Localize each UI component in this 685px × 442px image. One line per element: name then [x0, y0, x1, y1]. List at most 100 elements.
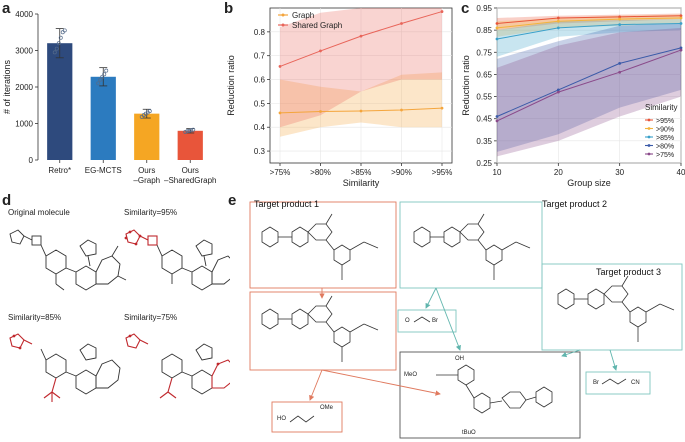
chart-b-line: 0.3 0.4 0.5 0.6 0.7 0.8 >75% >80% >85% >90% >95% Si… — [226, 7, 453, 188]
ytick-label: 0.95 — [476, 4, 492, 13]
ytick-label: 0.5 — [254, 99, 266, 108]
series-point — [556, 16, 560, 20]
chart-a-bar: 0 1000 2000 3000 4000 # of iterations Retro* EG… — [2, 10, 216, 185]
a-ytick-label: 2000 — [15, 83, 33, 92]
caption-sim75: Similarity=75% — [124, 313, 178, 322]
big-oh: OH — [455, 356, 464, 362]
c-legend-dot — [647, 118, 651, 122]
a-point — [104, 68, 109, 73]
a-point — [100, 74, 105, 79]
series-line — [496, 49, 682, 122]
xtick-label: 30 — [615, 168, 624, 177]
a-point — [62, 28, 67, 33]
box-reagent-left — [271, 401, 343, 433]
xtick-label: 10 — [493, 168, 502, 177]
panel-e-diagram — [249, 201, 683, 439]
c-legend-title: Similarity — [645, 103, 677, 112]
a-ytick-label: 1000 — [15, 120, 33, 129]
series-point — [400, 22, 403, 25]
series-point — [495, 37, 499, 41]
series-point — [495, 119, 499, 123]
box-intermediate-1 — [249, 291, 397, 371]
xlabel: Similarity — [343, 178, 380, 188]
series-point — [440, 106, 444, 110]
a-xtick-label: –Graph — [133, 176, 160, 185]
box-target-3 — [541, 263, 683, 351]
series-point — [278, 65, 282, 68]
ytick-label: 0.35 — [476, 137, 492, 146]
c-legend-dot — [647, 135, 651, 139]
b-legend-label: Shared Graph — [292, 21, 342, 30]
series-point — [319, 49, 322, 53]
panel-label-e: e — [228, 192, 237, 209]
c-legend-label: >90% — [656, 127, 674, 134]
a-xtick-label: Ours — [138, 166, 155, 175]
molecule-sim85 — [9, 333, 121, 403]
band->80% — [497, 23, 681, 152]
a-point — [98, 77, 103, 82]
xtick-label: >95% — [432, 168, 453, 177]
a-ytick-label: 4000 — [15, 10, 33, 19]
series-line — [496, 47, 682, 117]
band->95% — [497, 13, 681, 31]
box-reagent-right — [585, 371, 651, 395]
a-ytick-label: 0 — [29, 156, 34, 165]
series-point — [679, 22, 683, 25]
box-target-2 — [399, 201, 543, 289]
band->85% — [497, 19, 681, 57]
ytick-label: 0.7 — [254, 52, 266, 61]
a-point — [147, 109, 152, 114]
a-xtick-label: EG-MCTS — [85, 166, 122, 175]
xtick-label: >80% — [310, 168, 331, 177]
ytick-label: 0.3 — [254, 147, 266, 156]
a-point — [189, 128, 194, 133]
molecule-sim75 — [125, 333, 230, 399]
ytick-label: 0.55 — [476, 93, 492, 102]
xtick-label: >85% — [351, 168, 372, 177]
xtick-label: >75% — [270, 168, 291, 177]
a-point — [52, 50, 57, 55]
reagent-mid-o: O — [405, 318, 410, 324]
ytick-label: 0.75 — [476, 48, 492, 57]
ytick-label: 0.8 — [254, 28, 266, 37]
a-xtick-label: Ours — [182, 166, 199, 175]
series-line — [496, 17, 682, 29]
reagent-left-ome: OMe — [320, 405, 334, 411]
a-bar — [90, 76, 116, 160]
c-legend-dot — [647, 144, 651, 147]
target-product-1-title: Target product 1 — [254, 199, 320, 209]
series-point — [556, 26, 560, 30]
b-legend-dot — [281, 13, 285, 17]
a-point — [191, 127, 196, 132]
ytick-label: 0.45 — [476, 115, 492, 124]
series-point — [618, 23, 622, 27]
a-bar — [134, 113, 160, 160]
series-point — [359, 34, 363, 38]
a-point — [56, 41, 61, 46]
box-target-1 — [249, 201, 397, 289]
reagent-mid-br: Br — [432, 318, 438, 324]
series-point — [618, 15, 622, 19]
series-point — [679, 48, 683, 52]
series-point — [679, 46, 683, 50]
series-point — [556, 88, 560, 92]
series-point — [556, 90, 560, 94]
series-line — [496, 15, 682, 24]
series-point — [495, 22, 499, 25]
series-point — [440, 10, 444, 13]
chart-c-line: 0.25 0.35 0.45 0.55 0.65 0.75 0.85 0.95 10 20 30 40… — [461, 4, 685, 188]
panel-label-c: c — [461, 0, 470, 17]
band-Graph — [280, 72, 442, 137]
a-xtick-label: Retro* — [48, 166, 71, 175]
a-point — [58, 35, 63, 40]
ylabel: Reduction ratio — [226, 55, 236, 116]
xtick-label: 20 — [554, 168, 563, 177]
a-point — [187, 128, 192, 133]
series-point — [278, 111, 282, 115]
series-point — [359, 109, 363, 113]
a-bar — [47, 43, 73, 161]
series-point — [319, 110, 322, 113]
reagent-right-br: Br — [593, 380, 599, 386]
a-point — [183, 129, 188, 134]
caption-sim85: Similarity=85% — [8, 313, 62, 322]
